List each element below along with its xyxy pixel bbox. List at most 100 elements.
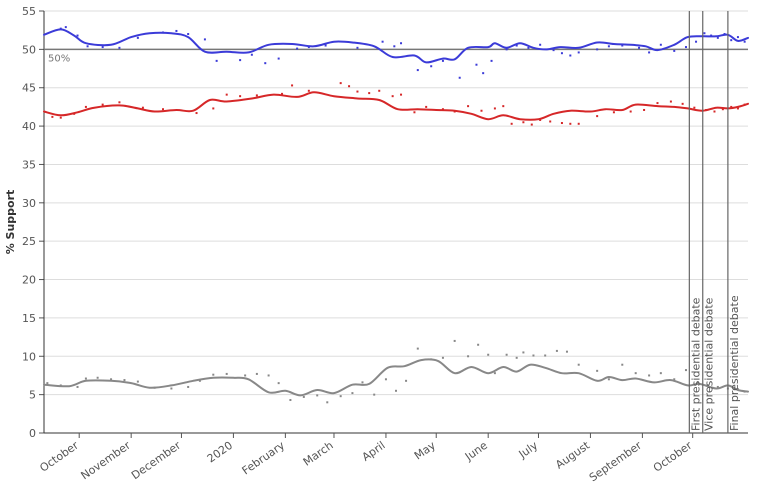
data-point: [392, 95, 394, 97]
data-point: [291, 84, 293, 86]
data-point: [244, 374, 246, 376]
data-point: [417, 69, 419, 71]
x-tick-label: May: [412, 439, 438, 463]
x-tick-label: December: [129, 439, 184, 483]
x-tick-label: June: [462, 439, 490, 464]
data-point: [561, 122, 563, 124]
data-point: [382, 41, 384, 43]
data-point: [635, 372, 637, 374]
data-point: [102, 46, 104, 48]
data-point: [137, 381, 139, 383]
data-point: [569, 123, 571, 125]
data-point: [487, 354, 489, 356]
data-point: [531, 124, 533, 126]
series-1: [44, 26, 748, 79]
data-point: [268, 374, 270, 376]
data-point: [578, 123, 580, 125]
y-tick-label: 40: [22, 120, 36, 133]
data-point: [596, 370, 598, 372]
data-point: [685, 369, 687, 371]
x-tick-label: September: [587, 439, 645, 485]
data-point: [467, 355, 469, 357]
y-tick-label: 5: [29, 389, 36, 402]
data-point: [187, 33, 189, 35]
data-point: [308, 90, 310, 92]
data-point: [549, 120, 551, 122]
data-point: [553, 49, 555, 51]
data-point: [65, 26, 67, 28]
data-point: [613, 111, 615, 113]
data-point: [256, 94, 258, 96]
data-point: [175, 30, 177, 32]
data-point: [459, 77, 461, 79]
data-point: [730, 39, 732, 41]
series-layer: [44, 26, 748, 403]
data-point: [569, 55, 571, 57]
data-point: [340, 395, 342, 397]
data-point: [482, 72, 484, 74]
data-point: [137, 37, 139, 39]
data-point: [316, 394, 318, 396]
data-point: [578, 51, 580, 53]
series-trend-line: [44, 92, 748, 119]
data-point: [405, 380, 407, 382]
data-point: [212, 374, 214, 376]
data-point: [494, 372, 496, 374]
data-point: [670, 101, 672, 103]
event-label: Final presidential debate: [728, 295, 741, 431]
data-point: [256, 373, 258, 375]
data-point: [516, 357, 518, 359]
data-point: [226, 94, 228, 96]
x-tick-label: March: [301, 439, 336, 469]
data-point: [685, 46, 687, 48]
data-point: [522, 121, 524, 123]
data-point: [511, 123, 513, 125]
data-point: [638, 47, 640, 49]
x-tick-label: 2020: [205, 439, 235, 466]
data-point: [118, 101, 120, 103]
event-label: Vice presidential debate: [703, 297, 716, 431]
data-point: [226, 373, 228, 375]
data-point: [356, 47, 358, 49]
data-point: [454, 340, 456, 342]
event-markers: First presidential debate Vice presidenti…: [689, 11, 741, 433]
data-point: [361, 381, 363, 383]
data-point: [351, 392, 353, 394]
data-point: [544, 355, 546, 357]
data-point: [170, 387, 172, 389]
y-tick-label: 0: [29, 427, 36, 440]
data-point: [502, 105, 504, 107]
data-point: [239, 59, 241, 61]
data-point: [693, 107, 695, 109]
data-point: [608, 378, 610, 380]
data-point: [393, 45, 395, 47]
x-tick-label: August: [553, 438, 593, 471]
series-2: [44, 82, 748, 125]
data-point: [703, 32, 705, 34]
data-point: [539, 44, 541, 46]
data-point: [60, 117, 62, 119]
data-point: [596, 115, 598, 117]
data-point: [264, 62, 266, 64]
x-tick-label: November: [79, 439, 134, 483]
data-point: [442, 357, 444, 359]
data-point: [340, 82, 342, 84]
data-point: [204, 38, 206, 40]
data-point: [85, 106, 87, 108]
event-label: First presidential debate: [689, 297, 702, 431]
grid-layer: [44, 11, 748, 433]
data-point: [630, 111, 632, 113]
data-point: [378, 90, 380, 92]
data-point: [212, 107, 214, 109]
data-point: [556, 350, 558, 352]
data-point: [475, 64, 477, 66]
data-point: [477, 344, 479, 346]
y-tick-label: 50: [22, 43, 36, 56]
data-point: [46, 382, 48, 384]
y-tick-label: 45: [22, 82, 36, 95]
data-point: [532, 355, 534, 357]
data-point: [85, 378, 87, 380]
data-point: [356, 91, 358, 93]
